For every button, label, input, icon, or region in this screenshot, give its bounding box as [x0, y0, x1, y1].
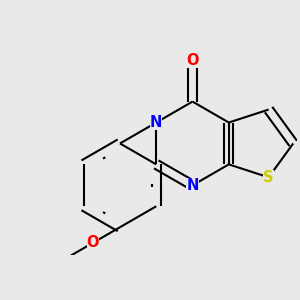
Text: N: N — [186, 178, 199, 193]
Text: S: S — [263, 170, 274, 185]
Text: O: O — [186, 53, 199, 68]
Text: O: O — [86, 236, 99, 250]
Text: N: N — [150, 115, 163, 130]
